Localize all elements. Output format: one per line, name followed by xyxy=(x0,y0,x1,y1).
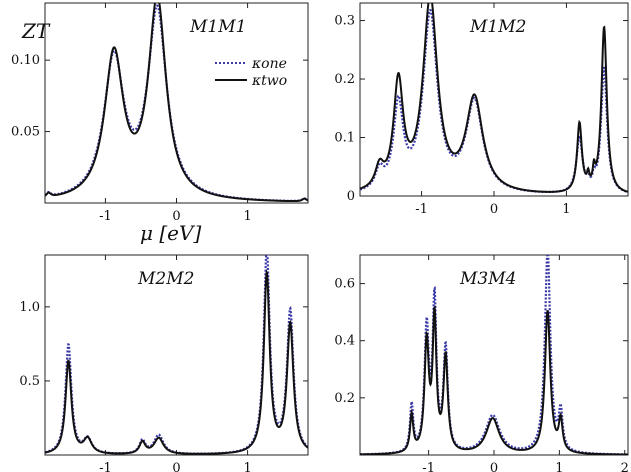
x-tick-label: -1 xyxy=(422,461,435,472)
legend-label-one: κone xyxy=(251,56,287,72)
y-tick-label: 0.5 xyxy=(19,374,40,389)
series-line-two xyxy=(360,3,628,193)
y-tick-label: 0.05 xyxy=(11,125,40,140)
x-tick-label: 0 xyxy=(490,202,498,217)
y-tick-label: 0.3 xyxy=(334,14,355,29)
x-tick-label: 2 xyxy=(621,461,629,472)
y-tick-label: 0.6 xyxy=(334,277,355,292)
x-tick-label: -1 xyxy=(99,461,112,472)
x-tick-label: 1 xyxy=(243,209,251,224)
plot-area-m2m2: -1 0 1 0.5 1.0 xyxy=(19,254,309,472)
panel-title-m3m4: M3M4 xyxy=(459,269,516,289)
y-tick-label: 1.0 xyxy=(19,300,40,315)
panel-m1m2: M1M2 -1 0 1 0 0.1 0.2 0.3 xyxy=(334,2,629,217)
panel-title-m2m2: M2M2 xyxy=(137,269,194,289)
series-line-one xyxy=(45,4,308,202)
y-tick-label: 0 xyxy=(347,189,355,204)
x-tick-label: 1 xyxy=(562,202,570,217)
x-tick-label: 0 xyxy=(172,461,180,472)
plot-area-m3m4: -1 0 1 2 0.2 0.4 0.6 xyxy=(334,254,629,472)
series-line-two xyxy=(360,305,628,455)
y-tick-label: 0.2 xyxy=(334,72,355,87)
x-tick-label: -1 xyxy=(99,209,112,224)
x-tick-label: 1 xyxy=(243,461,251,472)
plot-area-m1m1: -1 0 1 0.05 0.10 xyxy=(11,2,309,224)
panel-m3m4: M3M4 -1 0 1 2 0.2 0.4 0.6 xyxy=(334,254,629,472)
series-line-one xyxy=(360,9,628,194)
legend: κone κtwo xyxy=(215,56,287,89)
legend-label-two: κtwo xyxy=(251,73,287,89)
panel-m2m2: M2M2 -1 0 1 0.5 1.0 xyxy=(19,254,309,472)
panel-m1m1: M1M1 -1 0 1 0.05 0.10 κone κtwo xyxy=(11,2,309,224)
x-axis-label: μ [eV] xyxy=(140,221,201,245)
plot-area-m1m2: -1 0 1 0 0.1 0.2 0.3 xyxy=(334,2,629,217)
y-tick-label: 0.10 xyxy=(11,53,40,68)
panel-title-m1m2: M1M2 xyxy=(469,17,526,37)
plot-frame-m1m1 xyxy=(44,2,309,204)
y-tick-label: 0.1 xyxy=(334,131,355,146)
series-line-two xyxy=(45,3,308,203)
panel-title-m1m1: M1M1 xyxy=(189,17,246,37)
x-tick-label: 0 xyxy=(172,209,180,224)
x-tick-label: 0 xyxy=(490,461,498,472)
y-tick-label: 0.4 xyxy=(334,334,355,349)
x-tick-label: -1 xyxy=(415,202,428,217)
series-line-two xyxy=(45,268,308,455)
x-tick-label: 1 xyxy=(555,461,563,472)
y-tick-label: 0.2 xyxy=(334,391,355,406)
y-axis-label: ZT xyxy=(21,19,51,43)
